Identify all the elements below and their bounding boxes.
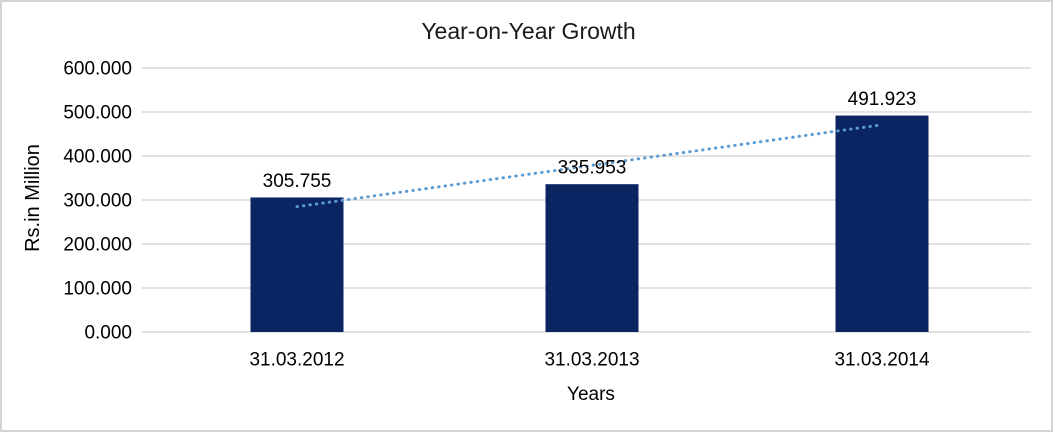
x-category-label: 31.03.2012 <box>249 350 344 371</box>
x-axis-title: Years <box>567 384 615 405</box>
data-label: 305.755 <box>263 171 332 192</box>
bar-31.03.2014 <box>835 115 929 332</box>
y-tick-label: 200.000 <box>63 235 132 256</box>
x-category-label: 31.03.2013 <box>544 350 639 371</box>
data-label: 335.953 <box>558 158 627 179</box>
y-tick-label: 600.000 <box>63 59 132 80</box>
y-tick-label: 500.000 <box>63 103 132 124</box>
bar-31.03.2012 <box>250 197 344 332</box>
trendline-dotted <box>295 123 884 209</box>
bar-31.03.2013 <box>545 184 639 332</box>
data-label: 491.923 <box>848 89 917 110</box>
y-tick-label: 300.000 <box>63 191 132 212</box>
chart-title: Year-on-Year Growth <box>421 18 636 44</box>
y-tick-label: 0.000 <box>84 323 132 344</box>
y-tick-label: 100.000 <box>63 279 132 300</box>
x-category-label: 31.03.2014 <box>834 350 930 371</box>
y-tick-label: 400.000 <box>63 147 132 168</box>
